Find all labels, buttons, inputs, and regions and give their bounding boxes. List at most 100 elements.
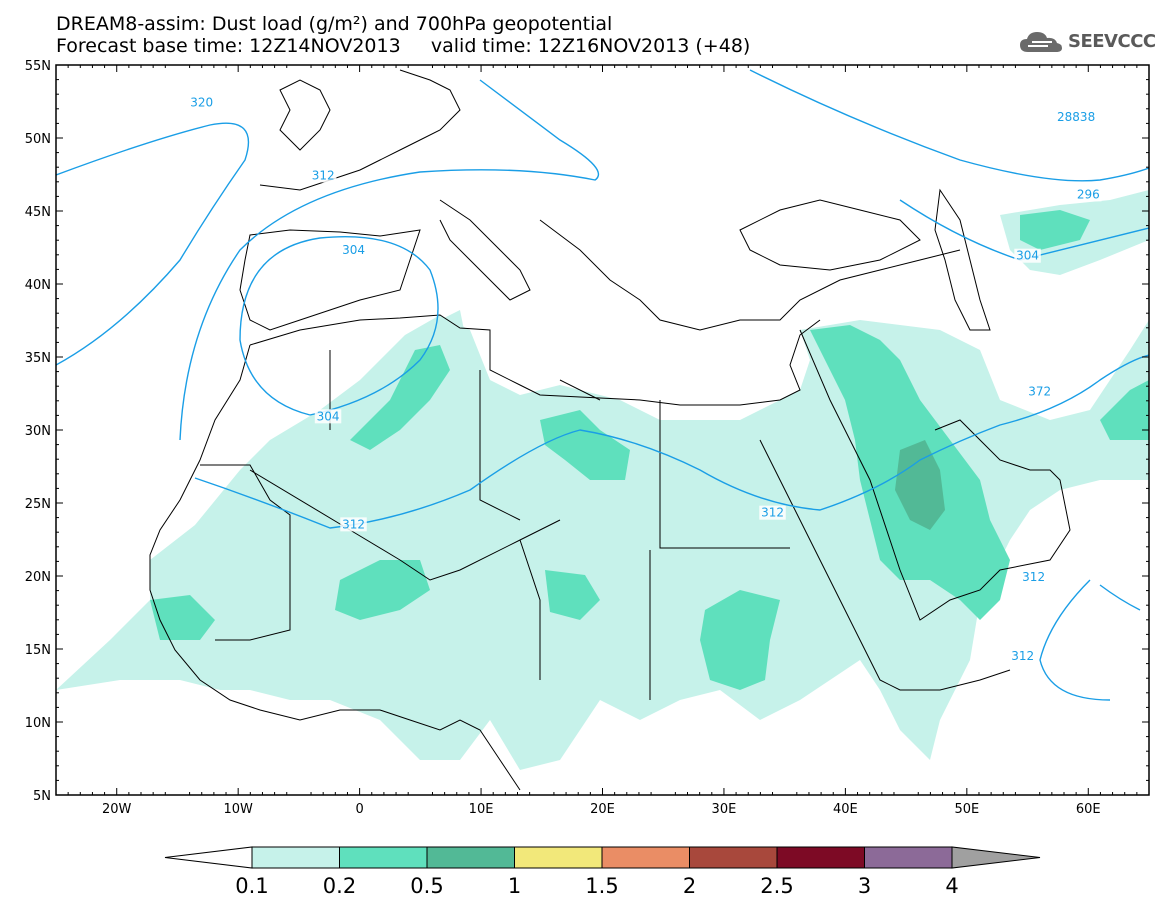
dust-region-medium-2 (540, 410, 630, 480)
colorbar-segment (251, 846, 340, 869)
coastline-atlantic-africa (149, 344, 521, 791)
contour-label: 304 (317, 409, 340, 423)
lon-tick-label: 40E (833, 802, 858, 817)
contour-label: 312 (1022, 570, 1045, 584)
coastline-balkans-turkey (539, 219, 961, 331)
coastline-iberia (239, 229, 421, 331)
colorbar-label: 2 (683, 874, 696, 898)
colorbar-segment (689, 846, 778, 869)
colorbar-label: 1 (508, 874, 521, 898)
colorbar-label: 1.5 (585, 874, 618, 898)
colorbar-label: 0.2 (323, 874, 356, 898)
colorbar: 0.1 0.2 0.5 1 1.5 2 2.5 3 4 (164, 846, 1041, 898)
contour-304-iberia (239, 235, 439, 416)
contour-320 (56, 122, 250, 366)
contour-label: 28838 (1057, 110, 1095, 124)
lat-tick-label: 25N (25, 497, 51, 512)
contour-label-bg (1020, 569, 1047, 584)
lat-tick-label: 20N (25, 570, 51, 585)
dust-region-medium-8 (1020, 210, 1090, 250)
contour-label-bg (1055, 110, 1097, 125)
contour-label: 320 (190, 95, 213, 109)
lat-tick-label: 15N (25, 643, 51, 658)
contour-label-bg (759, 505, 786, 520)
lon-tick-label: 20E (590, 802, 615, 817)
contour-label-bg (1026, 384, 1053, 399)
contour-label-bg (340, 242, 367, 257)
contour-label-bg (1014, 248, 1041, 263)
colorbar-under-triangle (164, 846, 253, 869)
colorbar-label: 4 (945, 874, 958, 898)
contour-label-bg (188, 95, 215, 110)
dust-region-medium-1 (350, 345, 450, 450)
contour-312-north (179, 79, 600, 441)
lat-tick-label: 50N (25, 132, 51, 147)
lon-tick-label: 60E (1076, 802, 1101, 817)
dust-shading (56, 190, 1149, 770)
lat-tick-label: 35N (25, 351, 51, 366)
coastline-black-sea (739, 199, 921, 271)
coastline-italy (439, 199, 531, 301)
contour-312-sahara (194, 354, 1149, 529)
colorbar-segment (426, 846, 515, 869)
map-title: DREAM8-assim: Dust load (g/m²) and 700hP… (56, 13, 613, 35)
contour-296-east (749, 69, 1149, 182)
lat-tick-label: 55N (25, 59, 51, 74)
contour-label: 312 (1011, 649, 1034, 663)
contour-label-bg (314, 409, 342, 424)
dust-region-light-atlas (330, 310, 470, 440)
contour-label-bg (1075, 187, 1102, 202)
contour-label: 312 (761, 506, 784, 520)
dust-region-dark (895, 440, 945, 530)
contour-label-bg (340, 517, 367, 532)
longitude-axis: 20W 10W 0 10E 20E 30E 40E 50E 60E (67, 65, 1138, 817)
lon-tick-label: 50E (954, 802, 979, 817)
colorbar-segment (514, 846, 603, 869)
colorbar-segment (864, 846, 953, 869)
lat-tick-label: 5N (33, 789, 51, 804)
lat-tick-label: 40N (25, 278, 51, 293)
lat-tick-label: 45N (25, 205, 51, 220)
contour-label: 304 (342, 243, 365, 257)
coastline-west-africa (249, 314, 821, 406)
colorbar-segment (339, 846, 428, 869)
coastlines (149, 69, 1071, 791)
contour-label-bg (1009, 648, 1036, 663)
map-subtitle: Forecast base time: 12Z14NOV2013 valid t… (56, 35, 751, 57)
dust-region-medium-4 (335, 560, 430, 620)
latitude-axis: 55N 50N 45N 40N 35N 30N 25N 20N 15N 10N 5N (25, 59, 1149, 804)
geopotential-contours (56, 69, 1149, 701)
dust-region-medium-9 (1100, 380, 1149, 440)
contour-label: 372 (1028, 385, 1051, 399)
contour-label: 296 (1077, 187, 1100, 201)
lon-tick-label: 10W (223, 802, 253, 817)
logo-text: SEEVCCC (1068, 30, 1156, 52)
contour-label-bg (309, 168, 337, 183)
colorbar-segment (776, 846, 865, 869)
contour-label: 312 (312, 168, 335, 182)
cloud-logo-icon (1020, 32, 1062, 52)
lon-tick-label: 20W (102, 802, 132, 817)
colorbar-label: 2.5 (760, 874, 793, 898)
contour-labels: 320 312 304 304 312 312 312 312 372 304 296 28838 (188, 95, 1102, 663)
lon-tick-label: 30E (712, 802, 737, 817)
contour-label: 312 (342, 517, 365, 531)
dust-region-medium-5 (545, 570, 600, 620)
lon-tick-label: 0 (355, 802, 363, 817)
contour-312-arabian-sea (1039, 579, 1141, 701)
lat-tick-label: 10N (25, 716, 51, 731)
coastline-caspian (934, 188, 991, 331)
lat-tick-label: 30N (25, 424, 51, 439)
contour-label: 304 (1016, 249, 1039, 263)
colorbar-over-triangle (951, 846, 1041, 869)
colorbar-segment (601, 846, 690, 869)
lon-tick-label: 10E (469, 802, 494, 817)
dust-region-medium-7 (150, 595, 215, 640)
colorbar-label: 3 (858, 874, 871, 898)
colorbar-label: 0.1 (235, 874, 268, 898)
seevccc-logo: SEEVCCC (1018, 28, 1156, 54)
border-lines (200, 350, 790, 700)
coastline-arabia (799, 329, 1071, 621)
dust-region-light-sahel (410, 725, 460, 760)
